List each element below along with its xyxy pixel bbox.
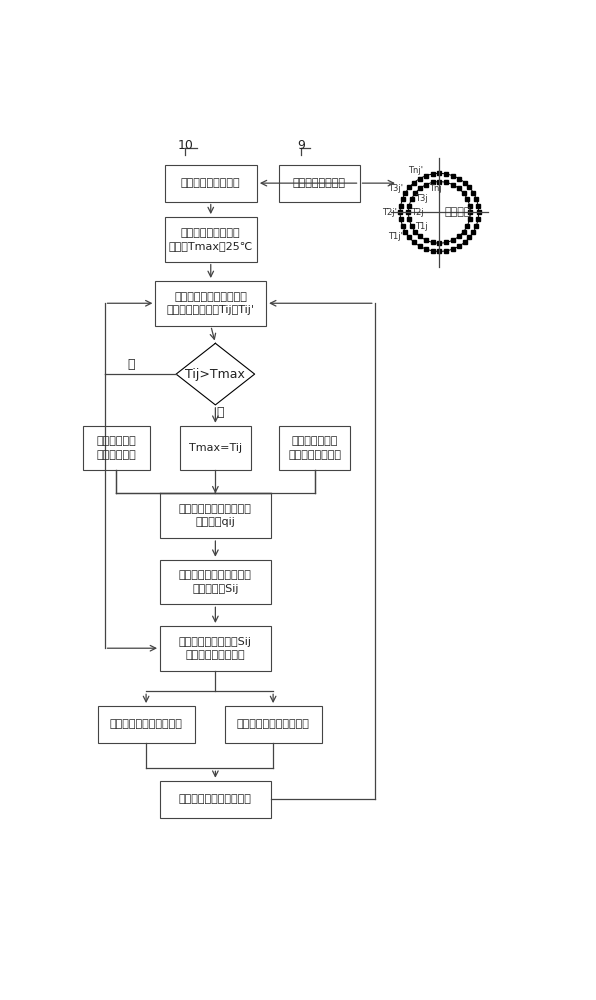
Text: T1j': T1j': [388, 232, 403, 241]
Text: 光纤测温点最高温度
初始化Tmax＝25℃: 光纤测温点最高温度 初始化Tmax＝25℃: [169, 228, 253, 251]
FancyBboxPatch shape: [279, 165, 360, 202]
Text: 绘制圆周方向炭砍侵蚀线: 绘制圆周方向炭砍侵蚀线: [110, 719, 182, 729]
FancyBboxPatch shape: [164, 217, 257, 262]
Text: 10: 10: [178, 139, 193, 152]
Text: 是: 是: [216, 406, 224, 419]
Text: Tij>Tmax: Tij>Tmax: [185, 368, 246, 381]
FancyBboxPatch shape: [179, 426, 251, 470]
FancyBboxPatch shape: [160, 493, 271, 538]
FancyBboxPatch shape: [279, 426, 350, 470]
FancyBboxPatch shape: [160, 560, 271, 604]
Text: 计算相邻光纤测温点间的
热流强度qij: 计算相邻光纤测温点间的 热流强度qij: [179, 504, 252, 527]
Text: Tmax=Tij: Tmax=Tij: [189, 443, 242, 453]
Text: 根据计算的炭砍厚度Sij
绘制炉缸炭砍侵蚀线: 根据计算的炭砍厚度Sij 绘制炉缸炭砍侵蚀线: [179, 637, 252, 660]
FancyBboxPatch shape: [83, 426, 150, 470]
FancyBboxPatch shape: [225, 706, 322, 743]
Text: 高炉炉缸设计及
光纤布置参数导入: 高炉炉缸设计及 光纤布置参数导入: [288, 436, 341, 460]
Text: 高炉炉缸耐材
性能参数导入: 高炉炉缸耐材 性能参数导入: [96, 436, 136, 460]
FancyBboxPatch shape: [160, 781, 271, 818]
Text: 高炉炉缸温度数据库: 高炉炉缸温度数据库: [181, 178, 241, 188]
Text: 光纤传感测温系统: 光纤传感测温系统: [293, 178, 346, 188]
Text: Tnj': Tnj': [408, 166, 423, 175]
Text: 高炉炉缸: 高炉炉缸: [445, 207, 471, 217]
Text: T2j': T2j': [381, 208, 396, 217]
Text: 在线显示炉缸炭砍侵蚀线: 在线显示炉缸炭砍侵蚀线: [179, 794, 252, 804]
Text: 否: 否: [127, 358, 135, 371]
FancyBboxPatch shape: [164, 165, 257, 202]
FancyBboxPatch shape: [160, 626, 271, 671]
Text: 9: 9: [297, 139, 305, 152]
Text: Tnj: Tnj: [429, 184, 442, 193]
FancyBboxPatch shape: [98, 706, 194, 743]
Text: T3j': T3j': [388, 184, 403, 193]
Text: T1j: T1j: [415, 222, 428, 231]
Text: T3j: T3j: [415, 194, 429, 203]
Text: 从数据库中采集每层光纤
测温点的温度数据Tij、Tij': 从数据库中采集每层光纤 测温点的温度数据Tij、Tij': [167, 292, 254, 315]
Text: 绘制高度方向炭砍侵蚀线: 绘制高度方向炭砍侵蚀线: [237, 719, 309, 729]
Text: T2j: T2j: [411, 208, 424, 217]
FancyBboxPatch shape: [156, 281, 266, 326]
Text: 计算相邻光纤测温点对应
的炭砍厚度Sij: 计算相邻光纤测温点对应 的炭砍厚度Sij: [179, 570, 252, 594]
